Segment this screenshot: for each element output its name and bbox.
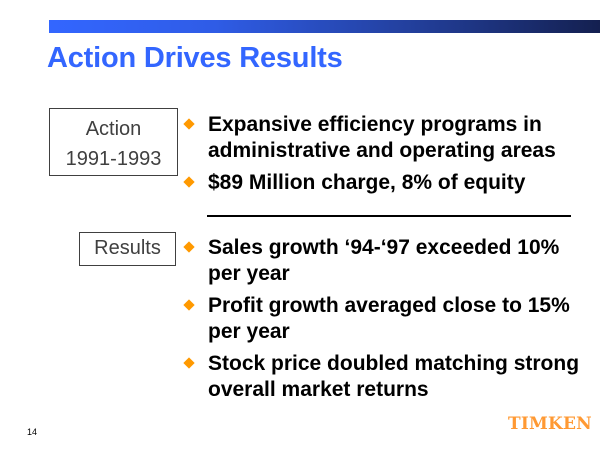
bullet-text: Expansive efficiency programs in adminis… <box>208 113 556 162</box>
bullet-text: Stock price doubled matching strong over… <box>208 352 580 401</box>
bullet-text: Sales growth ‘94-‘97 exceeded 10% per ye… <box>208 236 560 285</box>
bullet-text: Profit growth averaged close to 15% per … <box>208 294 570 343</box>
section-divider <box>207 215 571 217</box>
results-label-box: Results <box>79 232 176 266</box>
diamond-bullet-icon <box>183 241 195 253</box>
slide-title: Action Drives Results <box>47 42 343 74</box>
bullet-item: Sales growth ‘94-‘97 exceeded 10% per ye… <box>183 235 583 287</box>
action-bullet-list: Expansive efficiency programs in adminis… <box>183 112 583 202</box>
diamond-bullet-icon <box>183 118 195 130</box>
bullet-text: $89 Million charge, 8% of equity <box>208 171 526 194</box>
action-label: Action <box>85 118 142 140</box>
title-gradient-bar <box>49 20 600 33</box>
diamond-bullet-icon <box>183 299 195 311</box>
bullet-item: Expansive efficiency programs in adminis… <box>183 112 583 164</box>
bullet-item: Profit growth averaged close to 15% per … <box>183 293 583 345</box>
bullet-item: $89 Million charge, 8% of equity <box>183 170 583 196</box>
timken-logo: TIMKEN <box>508 414 592 434</box>
action-label-box: Action 1991-1993 <box>49 108 178 176</box>
bullet-item: Stock price doubled matching strong over… <box>183 351 583 403</box>
diamond-bullet-icon <box>183 357 195 369</box>
action-years-label: 1991-1993 <box>65 148 162 170</box>
page-number: 14 <box>27 427 38 437</box>
results-label: Results <box>94 237 161 259</box>
diamond-bullet-icon <box>183 176 195 188</box>
results-bullet-list: Sales growth ‘94-‘97 exceeded 10% per ye… <box>183 235 583 409</box>
